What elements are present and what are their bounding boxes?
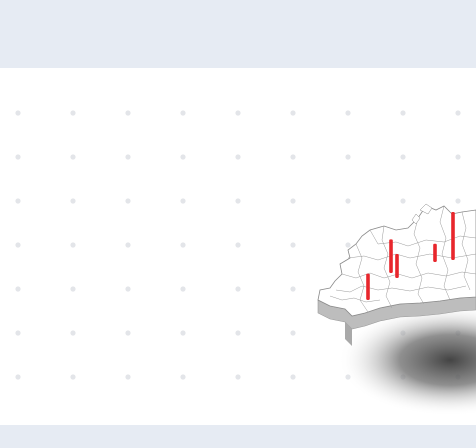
- grid-dot: [455, 154, 461, 160]
- grid-dot: [15, 374, 21, 380]
- grid-dot: [290, 330, 296, 336]
- map-side-left: [345, 322, 352, 346]
- grid-dot: [180, 330, 186, 336]
- bottom-band: [0, 425, 476, 448]
- grid-dot: [15, 154, 21, 160]
- grid-dot: [235, 154, 241, 160]
- map-borders: [329, 205, 476, 313]
- grid-dot: [15, 198, 21, 204]
- grid-dot: [290, 374, 296, 380]
- grid-dot: [290, 198, 296, 204]
- map-shadow: [338, 304, 476, 416]
- grid-dot: [15, 286, 21, 292]
- grid-dot: [345, 154, 351, 160]
- grid-dot: [345, 242, 351, 248]
- grid-dot: [125, 286, 131, 292]
- grid-dot: [455, 110, 461, 116]
- grid-dot: [235, 330, 241, 336]
- grid-dot: [235, 374, 241, 380]
- grid-dot: [400, 110, 406, 116]
- grid-dot: [400, 154, 406, 160]
- marker-2: [389, 239, 393, 273]
- map-island-2: [411, 213, 421, 225]
- grid-dot: [290, 286, 296, 292]
- grid-dot: [290, 154, 296, 160]
- grid-dot: [125, 110, 131, 116]
- map-illustration: [317, 203, 476, 416]
- marker-layer: [366, 212, 455, 300]
- grid-dot: [70, 242, 76, 248]
- map-island: [419, 203, 433, 215]
- grid-dot: [235, 242, 241, 248]
- marker-5: [451, 212, 455, 260]
- grid-dot: [15, 330, 21, 336]
- grid-dot: [125, 154, 131, 160]
- top-band: [0, 0, 476, 68]
- grid-dot: [125, 330, 131, 336]
- grid-dot: [235, 198, 241, 204]
- grid-dot: [400, 198, 406, 204]
- grid-dot: [290, 242, 296, 248]
- grid-dot: [70, 198, 76, 204]
- grid-dot: [70, 286, 76, 292]
- grid-dot: [15, 242, 21, 248]
- grid-dot: [125, 374, 131, 380]
- marker-4: [433, 243, 437, 262]
- grid-dot: [235, 286, 241, 292]
- grid-dot: [290, 110, 296, 116]
- grid-dot: [235, 110, 241, 116]
- grid-dot: [180, 198, 186, 204]
- grid-dot: [70, 110, 76, 116]
- grid-dot: [70, 330, 76, 336]
- marker-1: [366, 273, 370, 300]
- grid-dot: [180, 286, 186, 292]
- map-canvas[interactable]: [0, 68, 476, 425]
- grid-dot: [125, 198, 131, 204]
- grid-dot: [180, 154, 186, 160]
- grid-dot: [180, 374, 186, 380]
- grid-dot: [180, 110, 186, 116]
- grid-dot: [70, 374, 76, 380]
- grid-dot: [455, 198, 461, 204]
- grid-dot: [70, 154, 76, 160]
- grid-dot: [125, 242, 131, 248]
- grid-dot: [345, 198, 351, 204]
- grid-dot: [15, 110, 21, 116]
- grid-dot: [180, 242, 186, 248]
- grid-dot: [345, 110, 351, 116]
- marker-3: [395, 254, 399, 278]
